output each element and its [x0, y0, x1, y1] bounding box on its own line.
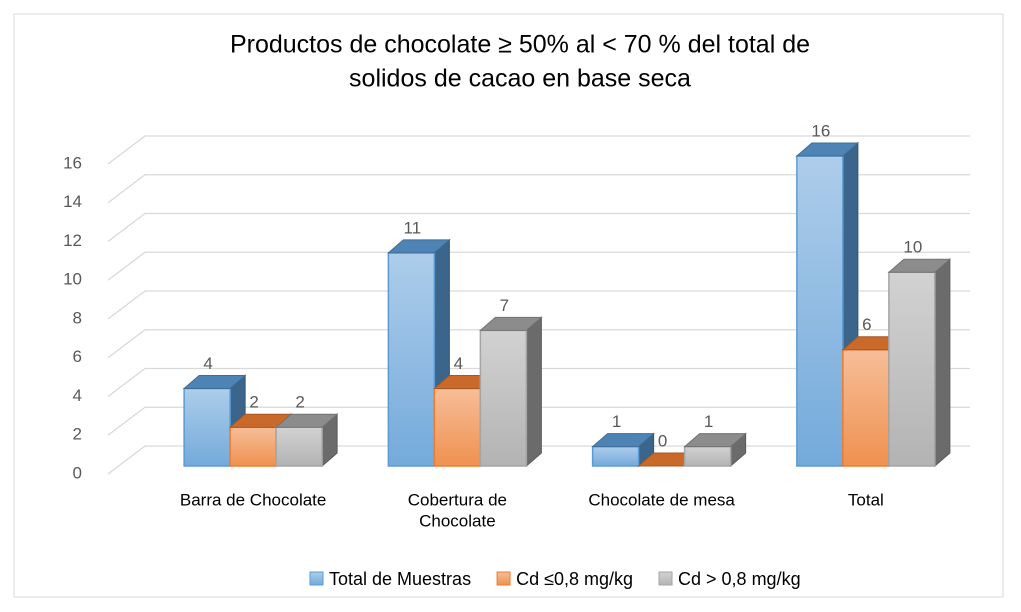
data-label: 4 [203, 354, 212, 373]
grid-line [107, 329, 970, 359]
data-label: 2 [249, 393, 258, 412]
data-label: 7 [500, 296, 509, 315]
y-tick-label: 0 [73, 463, 82, 482]
bar [887, 258, 952, 468]
legend-swatch [309, 571, 324, 586]
x-tick-label: Total [848, 490, 884, 509]
data-label: 1 [612, 412, 621, 431]
y-tick-label: 8 [73, 308, 82, 327]
bar [479, 316, 543, 468]
bar [683, 432, 747, 468]
grid-line [107, 290, 970, 320]
bar-front [842, 349, 890, 467]
bar-top [387, 239, 451, 254]
data-label: 1 [704, 412, 713, 431]
y-tick-label: 16 [63, 153, 82, 172]
bar [591, 432, 655, 468]
bar-top [591, 433, 655, 448]
grid-line [107, 174, 970, 204]
bar-top [683, 433, 747, 448]
chart-title: solidos de cacao en base seca [349, 65, 691, 93]
bar-front [479, 329, 528, 467]
x-tick-label: Chocolate de mesa [588, 490, 735, 509]
bar-front [433, 387, 482, 467]
grid-line [107, 251, 970, 281]
bar-front [275, 426, 323, 467]
grid-line [107, 212, 970, 243]
bar-top [795, 142, 860, 157]
bar-front [591, 445, 640, 467]
y-tick-label: 14 [63, 192, 82, 211]
data-label: 10 [903, 238, 922, 257]
grid-line [107, 406, 970, 436]
grid-line [107, 135, 970, 165]
legend-label: Cd > 0,8 mg/kg [678, 569, 801, 589]
bar-side [525, 316, 542, 468]
bar-side [934, 258, 951, 468]
bar [274, 413, 339, 468]
y-tick-label: 12 [63, 231, 82, 250]
bar-top [479, 316, 543, 331]
data-label: 11 [404, 218, 422, 237]
y-tick-label: 10 [63, 270, 82, 289]
bar-front [183, 387, 231, 467]
x-tick-label: Cobertura de [408, 490, 507, 509]
bar-front [387, 252, 436, 467]
legend-label: Total de Muestras [329, 569, 471, 589]
bar-front [796, 155, 844, 467]
data-label: 6 [862, 315, 871, 334]
bar-top [182, 375, 247, 389]
bar-top [887, 258, 952, 273]
data-label: 16 [811, 121, 830, 140]
y-tick-label: 6 [73, 347, 82, 366]
y-tick-label: 4 [73, 386, 82, 405]
legend-label: Cd ≤0,8 mg/kg [516, 569, 633, 589]
legend-swatch [658, 571, 673, 586]
bar-front [888, 271, 936, 467]
data-label: 0 [658, 431, 667, 450]
grid-line [107, 367, 970, 398]
bar-top [274, 413, 339, 428]
x-tick-label: Chocolate [419, 511, 496, 530]
data-label: 2 [295, 393, 304, 412]
bar-front [683, 445, 732, 467]
x-tick-label: Barra de Chocolate [180, 490, 326, 509]
chart-title: Productos de chocolate ≥ 50% al < 70 % d… [230, 31, 810, 59]
bar-front [229, 426, 277, 467]
y-tick-label: 2 [73, 425, 82, 444]
legend-swatch [496, 571, 511, 586]
data-label: 4 [454, 354, 463, 373]
